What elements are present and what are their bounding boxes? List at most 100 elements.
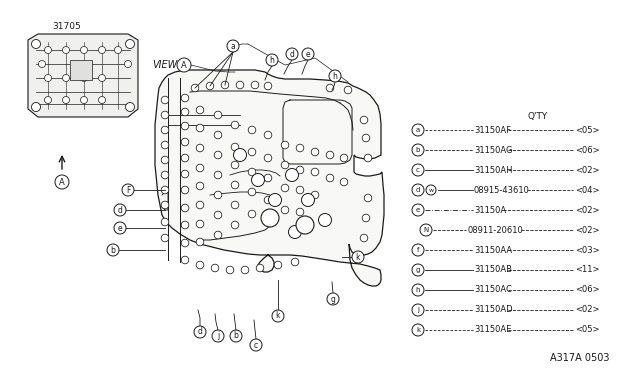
Circle shape	[206, 82, 214, 90]
Text: d: d	[289, 49, 294, 58]
Circle shape	[31, 103, 40, 112]
Circle shape	[340, 154, 348, 162]
Circle shape	[81, 74, 88, 81]
Circle shape	[274, 261, 282, 269]
Text: A317A 0503: A317A 0503	[550, 353, 610, 363]
Circle shape	[264, 131, 272, 139]
Text: <02>: <02>	[575, 305, 600, 314]
Text: 31150AC: 31150AC	[474, 285, 512, 295]
Circle shape	[281, 206, 289, 214]
Circle shape	[264, 196, 272, 204]
Text: <02>: <02>	[575, 205, 600, 215]
Circle shape	[266, 54, 278, 66]
Text: h: h	[416, 287, 420, 293]
Text: 31150AF: 31150AF	[474, 125, 511, 135]
Text: F: F	[126, 186, 130, 195]
Text: <05>: <05>	[575, 326, 600, 334]
Circle shape	[63, 96, 70, 103]
Circle shape	[161, 201, 169, 209]
Circle shape	[161, 218, 169, 226]
Circle shape	[285, 169, 298, 182]
Circle shape	[177, 58, 191, 72]
Text: 31150AG: 31150AG	[474, 145, 513, 154]
Circle shape	[221, 81, 229, 89]
Circle shape	[311, 168, 319, 176]
Circle shape	[252, 173, 264, 186]
Circle shape	[264, 154, 272, 162]
Text: 08911-20610: 08911-20610	[468, 225, 524, 234]
Circle shape	[231, 181, 239, 189]
Circle shape	[181, 204, 189, 212]
Circle shape	[161, 186, 169, 194]
Text: d: d	[198, 327, 202, 337]
Circle shape	[296, 216, 314, 234]
Circle shape	[264, 216, 272, 224]
Circle shape	[214, 171, 222, 179]
Circle shape	[360, 234, 368, 242]
Circle shape	[311, 148, 319, 156]
Circle shape	[296, 186, 304, 194]
Circle shape	[241, 266, 249, 274]
Circle shape	[272, 310, 284, 322]
Circle shape	[181, 170, 189, 178]
Circle shape	[412, 284, 424, 296]
Circle shape	[125, 39, 134, 48]
Circle shape	[196, 106, 204, 114]
Text: d: d	[118, 205, 122, 215]
Text: <05>: <05>	[575, 125, 600, 135]
Circle shape	[161, 156, 169, 164]
Text: A: A	[181, 61, 187, 70]
Circle shape	[181, 122, 189, 130]
Text: j: j	[417, 307, 419, 313]
Circle shape	[55, 175, 69, 189]
Circle shape	[196, 164, 204, 172]
Circle shape	[214, 111, 222, 119]
Circle shape	[226, 266, 234, 274]
Text: <04>: <04>	[575, 186, 600, 195]
Circle shape	[99, 46, 106, 54]
Circle shape	[196, 182, 204, 190]
Text: c: c	[254, 340, 258, 350]
Circle shape	[344, 86, 352, 94]
Circle shape	[196, 238, 204, 246]
Text: k: k	[356, 253, 360, 262]
Text: 31150AH: 31150AH	[474, 166, 513, 174]
Circle shape	[191, 84, 199, 92]
Circle shape	[231, 161, 239, 169]
Circle shape	[326, 151, 334, 159]
Circle shape	[81, 96, 88, 103]
Circle shape	[107, 244, 119, 256]
Text: a: a	[416, 127, 420, 133]
Circle shape	[181, 108, 189, 116]
Circle shape	[45, 74, 51, 81]
Circle shape	[161, 234, 169, 242]
Circle shape	[364, 194, 372, 202]
Text: N: N	[424, 227, 429, 233]
Text: 31150AE: 31150AE	[474, 326, 511, 334]
Text: a: a	[230, 42, 236, 51]
Circle shape	[115, 46, 122, 54]
Circle shape	[286, 48, 298, 60]
Circle shape	[212, 330, 224, 342]
Text: <06>: <06>	[575, 285, 600, 295]
Circle shape	[231, 201, 239, 209]
Circle shape	[181, 138, 189, 146]
Text: w: w	[428, 187, 433, 192]
Circle shape	[412, 124, 424, 136]
Circle shape	[181, 186, 189, 194]
Circle shape	[362, 214, 370, 222]
Text: 08915-43610: 08915-43610	[474, 186, 530, 195]
Circle shape	[99, 74, 106, 81]
Text: g: g	[331, 295, 335, 304]
Text: b: b	[416, 147, 420, 153]
Circle shape	[296, 208, 304, 216]
Text: k: k	[276, 311, 280, 321]
Circle shape	[412, 204, 424, 216]
Circle shape	[196, 261, 204, 269]
Circle shape	[196, 201, 204, 209]
Circle shape	[234, 148, 246, 161]
Circle shape	[214, 131, 222, 139]
Circle shape	[269, 193, 282, 206]
Polygon shape	[28, 34, 138, 117]
Circle shape	[302, 48, 314, 60]
